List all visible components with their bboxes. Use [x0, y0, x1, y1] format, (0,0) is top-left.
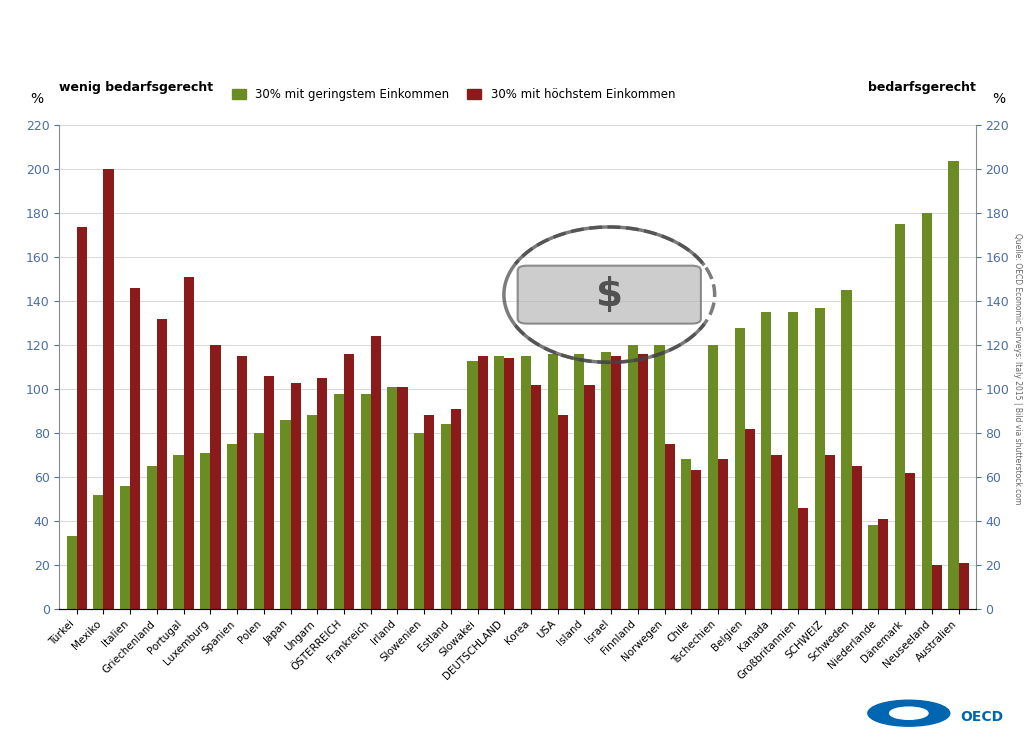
Bar	[371, 337, 381, 609]
Bar	[879, 519, 889, 609]
FancyBboxPatch shape	[518, 266, 700, 324]
Bar	[681, 460, 691, 609]
Bar	[414, 433, 424, 609]
Bar	[761, 312, 771, 609]
Bar	[531, 384, 541, 609]
Bar	[895, 224, 905, 609]
Bar	[334, 393, 344, 609]
Bar	[397, 387, 408, 609]
Bar	[842, 290, 852, 609]
Bar	[201, 453, 210, 609]
Bar	[291, 382, 301, 609]
Text: bedarfsgerecht: bedarfsgerecht	[868, 81, 976, 94]
Text: wenig bedarfsgerecht: wenig bedarfsgerecht	[59, 81, 214, 94]
Bar	[440, 424, 451, 609]
Bar	[868, 525, 879, 609]
Bar	[360, 393, 371, 609]
Bar	[744, 429, 755, 609]
Bar	[467, 361, 477, 609]
Bar	[905, 472, 915, 609]
Bar	[317, 378, 328, 609]
Bar	[120, 486, 130, 609]
Bar	[771, 455, 781, 609]
Bar	[574, 354, 585, 609]
Circle shape	[867, 700, 950, 726]
Bar	[852, 466, 862, 609]
Text: Anteil hoher und niedriger Einkommensgruppen an den durchschnittlichen monetären: Anteil hoher und niedriger Einkommensgru…	[56, 72, 784, 84]
Bar	[210, 345, 220, 609]
Bar	[93, 494, 103, 609]
Legend: 30% mit geringstem Einkommen, 30% mit höchstem Einkommen: 30% mit geringstem Einkommen, 30% mit hö…	[227, 83, 680, 106]
Bar	[103, 170, 114, 609]
Bar	[825, 455, 835, 609]
Bar	[173, 455, 183, 609]
Bar	[227, 444, 238, 609]
Bar	[77, 227, 87, 609]
Bar	[691, 470, 701, 609]
Bar	[628, 345, 638, 609]
Bar	[130, 288, 140, 609]
Bar	[665, 444, 675, 609]
Bar	[521, 356, 531, 609]
Text: Quelle: OECD Economic Surveys: Italy 2015 | Bild via shutterstock.com: Quelle: OECD Economic Surveys: Italy 201…	[1013, 233, 1022, 505]
Bar	[387, 387, 397, 609]
Text: %: %	[992, 92, 1006, 106]
Bar	[504, 359, 514, 609]
Bar	[798, 508, 808, 609]
Bar	[307, 415, 317, 609]
Bar	[718, 460, 728, 609]
Bar	[264, 376, 274, 609]
Bar	[183, 277, 194, 609]
Bar	[146, 466, 157, 609]
Bar	[477, 356, 487, 609]
Text: Sozialleistungen: Sozialleistungen	[56, 13, 393, 46]
Text: $: $	[596, 276, 623, 314]
Bar	[958, 562, 969, 609]
Bar	[344, 354, 354, 609]
Bar	[585, 384, 595, 609]
Bar	[654, 345, 665, 609]
Bar	[495, 356, 504, 609]
Bar	[281, 420, 291, 609]
Bar	[424, 415, 434, 609]
Bar	[948, 161, 958, 609]
Text: %: %	[30, 92, 43, 106]
Text: OECD: OECD	[961, 710, 1004, 724]
Bar	[254, 433, 264, 609]
Bar	[638, 354, 648, 609]
Bar	[548, 354, 558, 609]
Bar	[788, 312, 798, 609]
Bar	[67, 537, 77, 609]
Bar	[238, 356, 247, 609]
Bar	[815, 308, 825, 609]
Bar	[157, 319, 167, 609]
Bar	[708, 345, 718, 609]
Bar	[922, 213, 932, 609]
Bar	[451, 409, 461, 609]
Bar	[558, 415, 568, 609]
Circle shape	[890, 707, 928, 720]
Bar	[611, 356, 622, 609]
Bar	[601, 352, 611, 609]
Bar	[932, 565, 942, 609]
Bar	[734, 328, 744, 609]
